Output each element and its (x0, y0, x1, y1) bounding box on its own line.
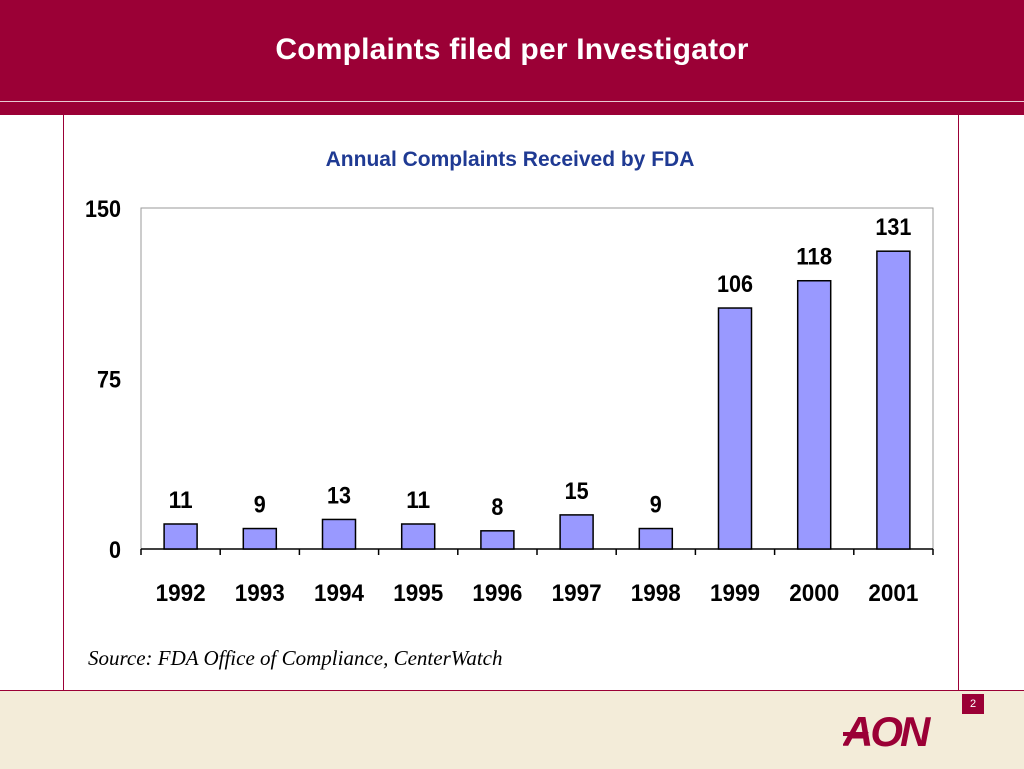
header-divider (0, 101, 1024, 102)
y-tick-label: 0 (109, 537, 121, 564)
x-tick-label: 1997 (552, 580, 602, 607)
bar (796, 279, 832, 550)
data-label: 11 (406, 487, 430, 514)
slide-title: Complaints filed per Investigator (275, 33, 749, 66)
header-band (0, 103, 1024, 115)
y-axis: 0 75 150 (85, 196, 121, 564)
bars (163, 250, 911, 550)
bar-chart: Annual Complaints Received by FDA 075150… (85, 148, 934, 607)
bar (321, 518, 357, 550)
x-tick-label: 1993 (235, 580, 285, 607)
x-axis: 1992 1993 1994 1995 1996 1997 1998 1999 2000 2001 (140, 548, 934, 607)
bar (163, 523, 198, 550)
data-label: 131 (875, 214, 911, 241)
chart-title: Annual Complaints Received by FDA (326, 148, 695, 171)
x-tick-label: 1995 (393, 580, 443, 607)
bar (480, 530, 515, 550)
data-label: 106 (717, 271, 753, 298)
x-tick-label: 1996 (472, 580, 522, 607)
x-tick-label: 1994 (314, 580, 365, 607)
data-label: 118 (796, 244, 832, 271)
footer-bar (0, 690, 1024, 769)
bar (717, 307, 753, 550)
x-tick-label: 2001 (868, 580, 918, 607)
page-number: 2 (962, 694, 984, 714)
source-note: Source: FDA Office of Compliance, Center… (88, 646, 503, 670)
bar (876, 250, 911, 550)
aon-logo-swoosh (843, 732, 869, 736)
header-bar (0, 0, 1024, 103)
aon-logo-mark: AON (843, 708, 932, 750)
x-tick-label: 1992 (156, 580, 206, 607)
y-tick-label: 75 (97, 367, 121, 394)
bar (638, 527, 674, 550)
data-label: 8 (491, 494, 503, 521)
data-label: 9 (254, 492, 266, 519)
aon-logo: AON (843, 708, 935, 750)
y-tick-label: 150 (85, 196, 121, 223)
data-label: 15 (565, 478, 589, 505)
bar (400, 523, 436, 550)
bar (559, 514, 594, 550)
data-label: 9 (650, 492, 662, 519)
right-border-line (958, 115, 959, 768)
x-tick-label: 1999 (710, 580, 760, 607)
data-label: 11 (169, 487, 193, 514)
left-border-line (63, 115, 64, 768)
data-label: 13 (327, 482, 351, 509)
bar (242, 527, 278, 550)
x-tick-label: 2000 (789, 580, 839, 607)
x-tick-label: 1998 (631, 580, 681, 607)
